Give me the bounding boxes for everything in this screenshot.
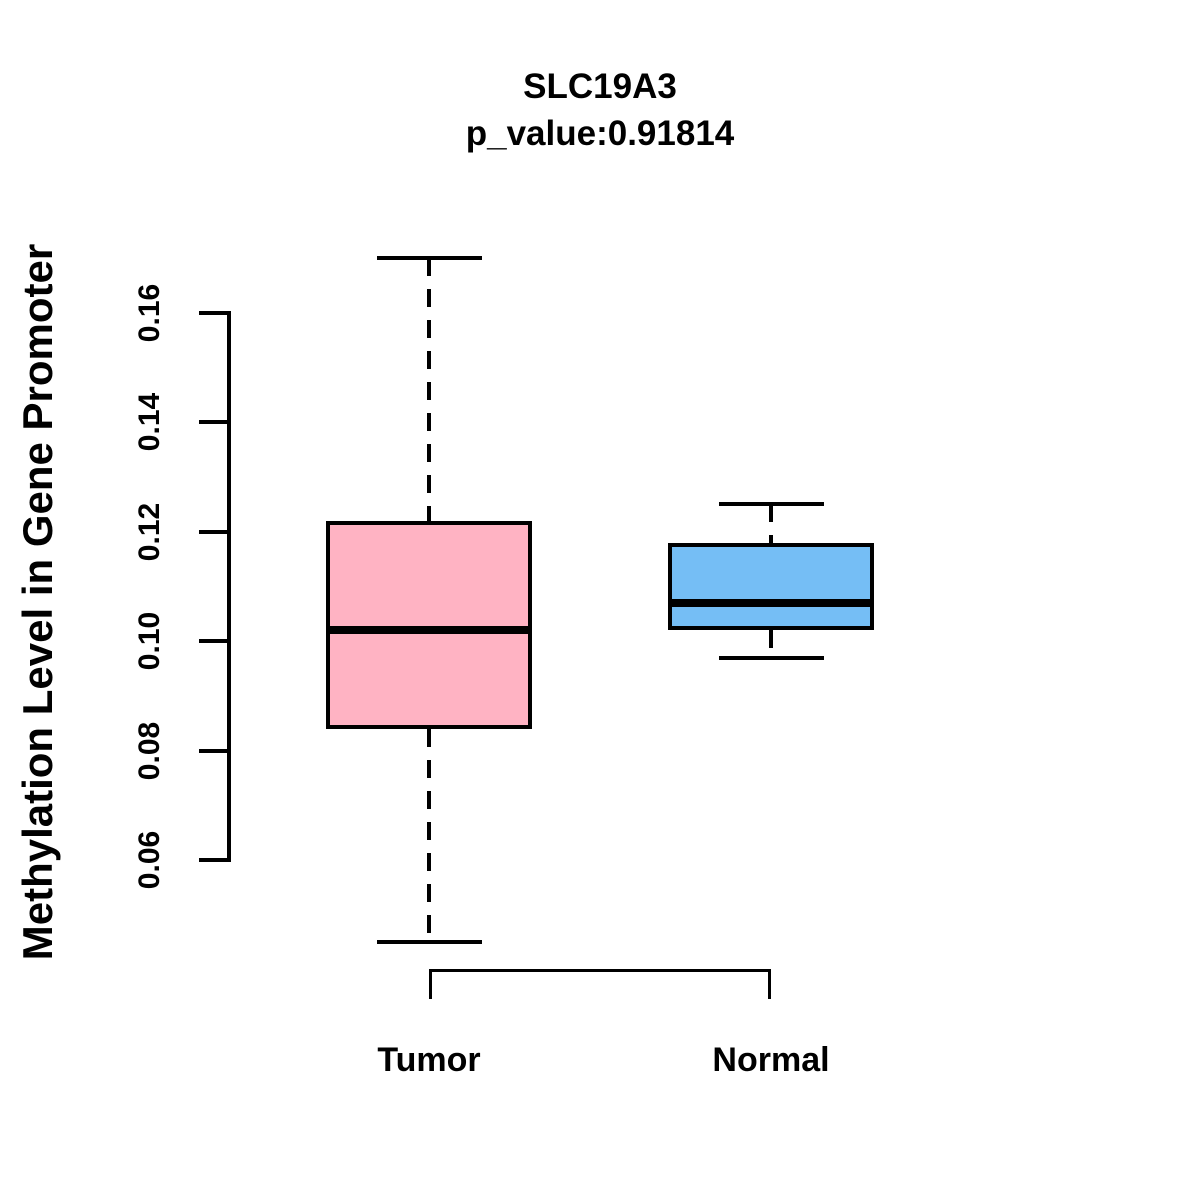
y-axis-tick-label: 0.08: [133, 721, 166, 780]
whisker-lower-normal: [769, 630, 773, 658]
whisker-cap-lower-normal: [718, 655, 824, 660]
y-axis-tick-label: 0.16: [133, 283, 166, 343]
y-axis-tick-label: 0.14: [133, 393, 166, 452]
box-tumor: [326, 520, 532, 729]
y-axis-tick-label: 0.12: [133, 502, 166, 561]
whisker-cap-upper-tumor: [376, 256, 482, 261]
whisker-cap-upper-normal: [718, 502, 824, 507]
y-axis-title: Methylation Level in Gene Promoter: [14, 243, 61, 961]
category-label-tumor: Tumor: [377, 1041, 481, 1079]
category-label-normal: Normal: [712, 1041, 830, 1079]
y-axis-tick-label: 0.06: [133, 830, 166, 890]
whisker-cap-lower-tumor: [376, 940, 482, 945]
y-axis-tick: [199, 420, 231, 425]
y-axis-tick: [199, 748, 231, 753]
y-axis-line: [227, 311, 231, 862]
y-axis-tick: [199, 858, 231, 862]
y-axis-tick: [199, 529, 231, 534]
y-axis-tick: [199, 639, 231, 644]
whisker-upper-tumor: [427, 258, 431, 521]
y-axis-tick-label: 0.10: [133, 612, 166, 671]
chart-title: SLC19A3: [523, 67, 677, 106]
median-line-tumor: [326, 626, 532, 635]
whisker-lower-tumor: [427, 728, 431, 943]
x-axis-bracket: [429, 969, 771, 999]
chart-subtitle: p_value:0.91814: [465, 114, 735, 153]
y-axis-tick: [199, 311, 231, 315]
whisker-upper-normal: [769, 504, 773, 543]
median-line-normal: [668, 598, 874, 607]
box-normal: [668, 542, 874, 631]
